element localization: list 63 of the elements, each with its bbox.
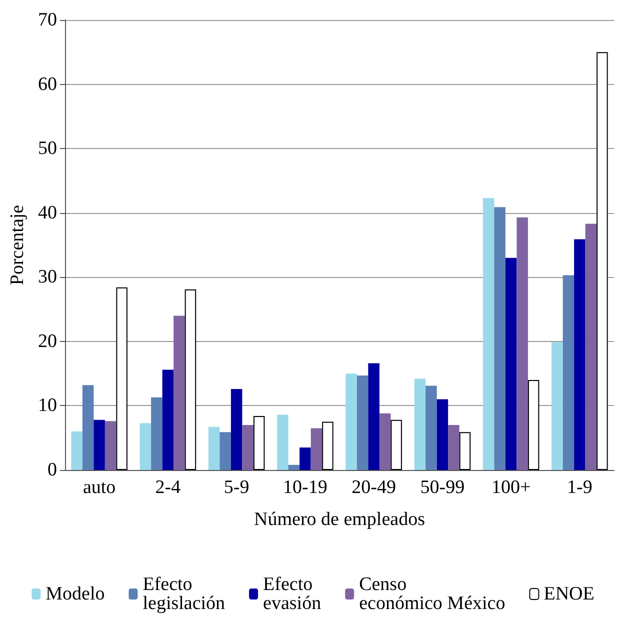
bar: [574, 239, 586, 470]
bar: [300, 448, 311, 470]
bar: [562, 275, 574, 470]
bar: [288, 464, 300, 470]
x-tick-label: 20-49: [352, 477, 396, 498]
y-tick-label: 0: [48, 460, 57, 480]
bar: [436, 399, 448, 470]
x-axis-title: Número de empleados: [254, 509, 425, 530]
bar: [253, 416, 265, 470]
y-tick-label: 50: [38, 138, 57, 160]
bar: [482, 198, 494, 470]
bar: [516, 217, 528, 470]
bar: [585, 224, 597, 470]
x-tick-label: auto: [82, 477, 116, 498]
bar: [552, 342, 563, 470]
x-tick-label: 2-4: [155, 477, 182, 498]
bar: [356, 376, 368, 470]
legend-label: Efecto legislación: [142, 574, 226, 614]
bar: [505, 258, 517, 470]
bar: [116, 287, 128, 470]
bar: [426, 386, 437, 470]
bar: [459, 432, 471, 470]
bar: [494, 207, 506, 470]
bar: [379, 413, 391, 470]
legend-label: Modelo: [46, 584, 105, 604]
bar: [277, 414, 288, 470]
x-tick-label: 10-19: [283, 477, 328, 498]
x-tick-label: 5-9: [224, 477, 250, 498]
bar: [94, 420, 105, 470]
bar: [140, 423, 152, 470]
bar: [104, 421, 116, 470]
bar: [208, 426, 220, 470]
y-tick-label: 60: [38, 74, 57, 95]
bar: [151, 397, 162, 470]
bar: [322, 422, 334, 470]
bar: [596, 52, 608, 470]
bar: [230, 389, 242, 470]
x-tick-label: 1-9: [567, 477, 592, 498]
y-tick-label: 20: [38, 330, 57, 352]
bar: [174, 316, 185, 470]
bar: [220, 432, 231, 470]
bar: [71, 431, 82, 470]
y-tick-label: 40: [38, 202, 57, 224]
bar: [162, 370, 174, 470]
y-tick-label: 30: [38, 266, 57, 288]
y-tick-label: 70: [38, 10, 57, 30]
bar: [528, 380, 540, 470]
legend-label: Efecto evasión: [263, 574, 322, 614]
y-tick-label: 10: [38, 395, 57, 416]
bar: [414, 378, 426, 470]
x-tick-label: 100+: [491, 477, 531, 498]
bar: [390, 420, 402, 470]
bar: [184, 289, 196, 470]
bar: [368, 363, 380, 470]
bar: [448, 425, 460, 470]
legend-label: Censo económico México: [359, 574, 506, 614]
bar: [242, 425, 254, 470]
y-axis-title: Porcentaje: [7, 204, 28, 286]
x-tick-label: 50-99: [420, 477, 465, 498]
legend-label: ENOE: [544, 584, 594, 604]
bar: [310, 428, 322, 470]
bar: [346, 374, 357, 470]
bar: [82, 385, 94, 470]
